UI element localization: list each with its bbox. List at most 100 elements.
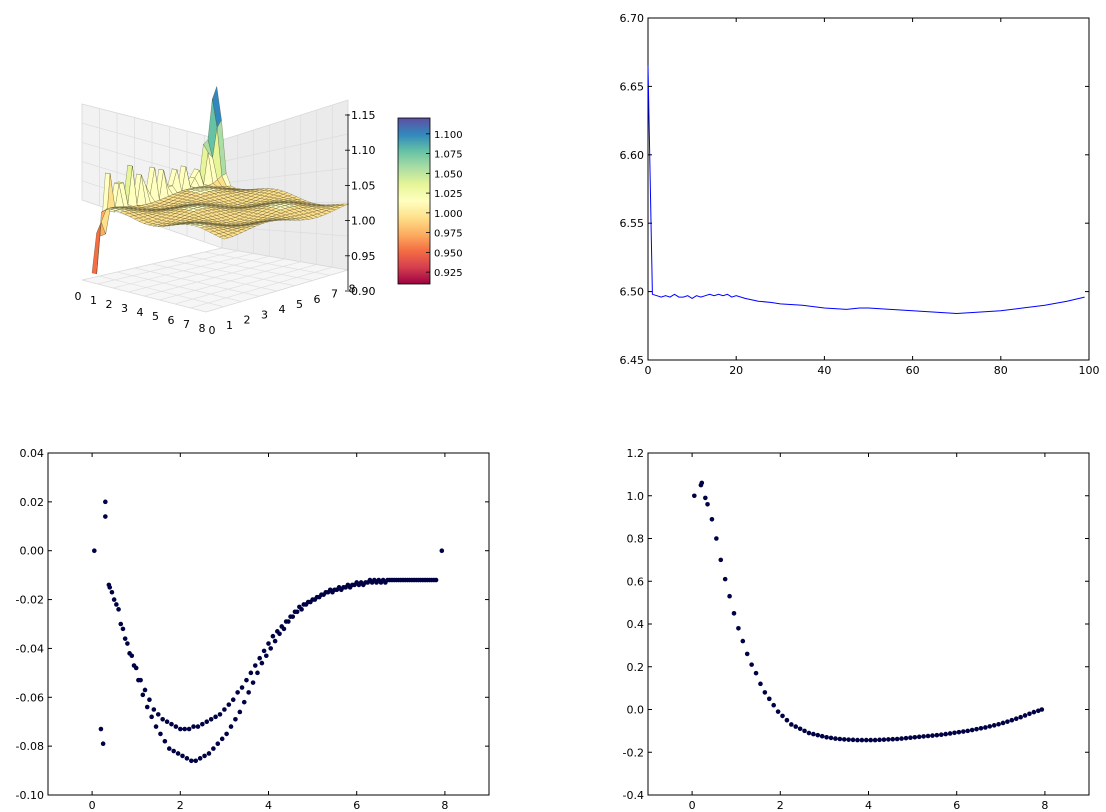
- scatter-point: [100, 741, 106, 746]
- surface: [91, 86, 349, 275]
- scatter-point: [310, 597, 315, 602]
- scatter-point: [433, 577, 439, 583]
- y-tick-label: -0.06: [16, 691, 44, 704]
- z-tick-label: 1.00: [351, 215, 376, 228]
- scatter-point: [98, 726, 104, 732]
- scatter-point: [204, 719, 210, 725]
- scatter-point: [1013, 716, 1019, 721]
- scatter-point: [197, 756, 203, 761]
- scatter-point: [886, 737, 891, 742]
- scatter-point: [877, 737, 882, 743]
- scatter-point: [129, 653, 135, 659]
- scatter-point: [828, 735, 834, 741]
- scatter-point: [762, 690, 768, 695]
- scatter-point: [692, 493, 697, 499]
- scatter-point: [116, 607, 121, 612]
- scatter-point: [714, 536, 719, 541]
- x-tick-label: 2: [106, 298, 113, 311]
- grid-line: [190, 266, 333, 309]
- scatter-point: [155, 712, 161, 717]
- x-tick-label: 0: [689, 799, 696, 812]
- scatter-point: [305, 599, 311, 605]
- scatter-point: [208, 716, 214, 722]
- series-line: [647, 65, 1085, 315]
- y-tick-label: 0.04: [20, 447, 45, 460]
- y-tick-label: 3: [261, 308, 268, 321]
- scatter-point: [292, 609, 298, 615]
- grid-line: [186, 255, 313, 281]
- scatter-point: [327, 587, 333, 593]
- y-tick-label: 0.4: [627, 618, 645, 631]
- colorbar-tick-label: 1.025: [434, 189, 463, 200]
- surface-patch: [91, 221, 102, 275]
- scatter-point: [349, 582, 355, 588]
- scatter-point: [398, 577, 404, 583]
- x-tick-label: 4: [137, 306, 144, 319]
- scatter-point: [158, 731, 163, 737]
- scatter-point: [270, 633, 276, 639]
- grid-line: [151, 263, 278, 292]
- y-tick-label: 7: [331, 288, 338, 301]
- scatter-point: [420, 577, 426, 583]
- y-tick-label: -0.04: [16, 642, 44, 655]
- scatter-point: [996, 721, 1001, 727]
- scatter-point: [184, 756, 190, 761]
- scatter-point: [237, 709, 243, 715]
- z-tick-label: 1.10: [351, 144, 376, 157]
- scatter-point: [789, 722, 794, 727]
- x-tick-label: 0: [89, 799, 96, 812]
- scatter-point: [983, 725, 988, 730]
- y-tick-label: 6: [314, 293, 321, 306]
- scatter-point: [175, 751, 181, 756]
- scatter-point: [824, 734, 829, 740]
- z-tick-label: 1.05: [351, 179, 376, 192]
- scatter-point: [314, 594, 320, 600]
- scatter-point: [336, 585, 342, 590]
- scatter-point: [699, 480, 705, 486]
- scatter-point: [1035, 708, 1041, 714]
- scatter-point: [863, 737, 869, 743]
- scatter-point: [206, 751, 212, 756]
- scatter-point: [92, 548, 97, 554]
- x-tick-label: 5: [152, 310, 159, 323]
- axis-ticks: 0 2 4 6 8 -0.4 -0.2 0.0 0.2 0.4 0.6 0.8 1.0 1.2: [623, 447, 1089, 812]
- scatter-point: [736, 625, 741, 631]
- scatter-point: [389, 577, 395, 583]
- y-tick-label: 6.70: [620, 12, 645, 25]
- y-tick-label: 1.2: [627, 447, 645, 460]
- scatter-point: [118, 621, 124, 627]
- y-tick-label: 6.50: [620, 286, 645, 299]
- scatter-point: [217, 712, 223, 717]
- scatter-point: [819, 733, 825, 739]
- scatter-points: [92, 499, 445, 764]
- scatter-point: [180, 753, 185, 759]
- scatter-point: [345, 582, 351, 588]
- scatter-point: [125, 641, 130, 646]
- scatter-point: [186, 726, 192, 732]
- scatter-point: [367, 577, 373, 583]
- scatter-point: [925, 733, 931, 739]
- y-tick-label: 5: [296, 298, 303, 311]
- scatter-point: [890, 736, 896, 742]
- scatter-point: [202, 753, 207, 759]
- scatter-point: [416, 577, 421, 583]
- x-tick-label: 3: [121, 302, 128, 315]
- scatter-point: [288, 614, 293, 619]
- scatter-point: [740, 638, 746, 644]
- scatter-point: [241, 699, 247, 705]
- colorbar-tick-label: 1.050: [434, 169, 463, 180]
- scatter-point: [114, 602, 119, 607]
- scatter-point: [841, 737, 847, 742]
- scatter-chart-right: 0 2 4 6 8 -0.4 -0.2 0.0 0.2 0.4 0.6 0.8 1.0 1.2: [623, 447, 1090, 812]
- scatter-point: [142, 687, 148, 693]
- scatter-point: [109, 589, 115, 595]
- scatter-point: [219, 736, 225, 742]
- scatter-point: [991, 723, 997, 728]
- scatter-point: [978, 726, 984, 731]
- surface-patch: [218, 235, 229, 240]
- scatter-point: [261, 648, 267, 654]
- scatter-point: [974, 726, 979, 732]
- scatter-point: [833, 736, 838, 741]
- y-tick-label: 2: [244, 314, 251, 327]
